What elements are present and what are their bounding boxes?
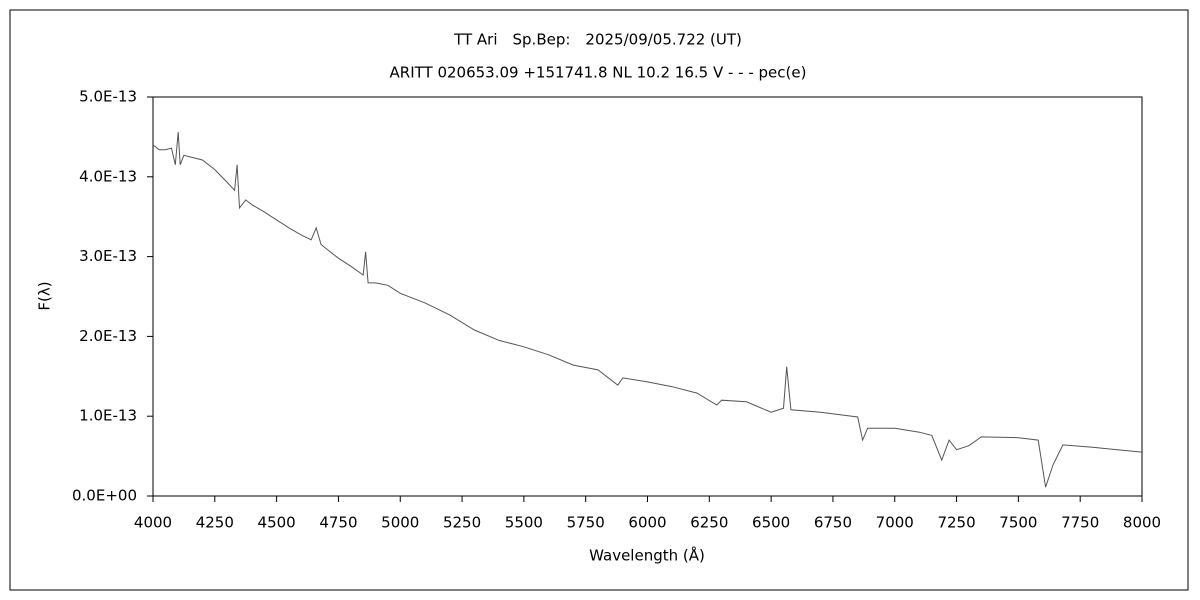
y-tick-label: 5.0E-13	[79, 88, 137, 106]
y-tick-label: 1.0E-13	[79, 407, 137, 425]
x-tick-label: 5500	[505, 514, 543, 532]
x-tick-label: 5250	[443, 514, 481, 532]
x-tick-label: 8000	[1123, 514, 1161, 532]
x-tick-label: 7750	[1061, 514, 1099, 532]
x-tick-label: 5000	[381, 514, 419, 532]
x-tick-label: 5750	[567, 514, 605, 532]
x-tick-label: 4500	[258, 514, 296, 532]
x-tick-label: 7000	[876, 514, 914, 532]
x-tick-label: 6500	[752, 514, 790, 532]
y-tick-label: 2.0E-13	[79, 327, 137, 345]
x-tick-label: 4250	[196, 514, 234, 532]
x-tick-label: 6000	[628, 514, 666, 532]
y-axis-label: F(λ)	[36, 281, 54, 310]
y-tick-label: 4.0E-13	[79, 167, 137, 185]
y-tick-label: 0.0E+00	[72, 487, 137, 505]
x-tick-label: 7500	[999, 514, 1037, 532]
chart-title: TT Ari Sp.Bep: 2025/09/05.722 (UT)	[453, 31, 742, 49]
x-tick-label: 4000	[134, 514, 172, 532]
spectrum-line	[152, 132, 1143, 488]
x-tick-label: 6750	[814, 514, 852, 532]
y-tick-label: 3.0E-13	[79, 247, 137, 265]
x-tick-label: 6250	[690, 514, 728, 532]
chart-subtitle: ARITT 020653.09 +151741.8 NL 10.2 16.5 V…	[390, 64, 807, 82]
x-tick-label: 4750	[319, 514, 357, 532]
chart-frame	[9, 9, 1189, 591]
x-axis-label: Wavelength (Å)	[589, 546, 705, 565]
x-tick-label: 7250	[937, 514, 975, 532]
